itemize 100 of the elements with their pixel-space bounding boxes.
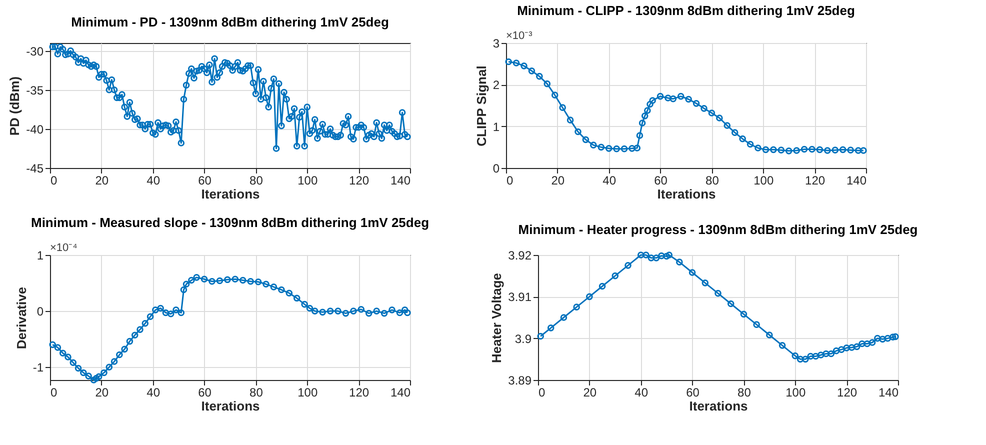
y-tick-label: 1: [36, 248, 44, 262]
point: [677, 92, 684, 100]
point: [396, 309, 404, 316]
point: [620, 145, 628, 152]
point: [822, 350, 830, 358]
x-tick-label: 80: [250, 174, 264, 188]
point: [666, 252, 673, 258]
x-axis-title: Iterations: [657, 186, 716, 202]
y-tick-label: -1: [32, 360, 44, 375]
point: [152, 306, 159, 314]
point: [167, 310, 174, 318]
point: [270, 284, 278, 290]
point: [172, 306, 180, 314]
point: [605, 145, 612, 152]
point: [92, 374, 100, 382]
x-tick-label: 40: [146, 174, 160, 188]
point: [80, 369, 87, 376]
x-tick-label: 20: [95, 174, 109, 188]
point: [612, 272, 619, 280]
point: [358, 306, 365, 313]
point: [121, 346, 128, 353]
point: [812, 352, 820, 360]
point: [646, 100, 654, 108]
point: [566, 116, 574, 124]
x-tick-label: 20: [551, 174, 565, 188]
x-tick-label: 120: [349, 174, 370, 188]
y-axis-title: PD (dBm): [7, 76, 22, 136]
point: [702, 280, 709, 286]
chart-title: Minimum - PD - 1309nm 8dBm dithering 1mV 25deg: [71, 14, 389, 30]
point: [59, 350, 66, 356]
point: [574, 128, 582, 136]
point: [157, 304, 164, 312]
point: [727, 300, 734, 308]
point: [853, 343, 860, 350]
point: [670, 95, 677, 102]
point: [649, 97, 656, 104]
point: [182, 280, 190, 288]
point: [832, 347, 840, 354]
point: [536, 72, 543, 80]
x-tick-label: 100: [786, 386, 806, 400]
x-tick-label: 100: [754, 174, 774, 188]
point: [753, 321, 760, 328]
x-tick-label: 60: [198, 174, 212, 188]
point: [116, 351, 123, 358]
point: [311, 308, 318, 314]
x-tick-label: 20: [583, 386, 597, 400]
point: [843, 344, 850, 352]
point: [716, 114, 723, 122]
y-tick-label: 3: [492, 36, 500, 50]
point: [652, 254, 660, 262]
point: [126, 338, 134, 345]
point: [636, 132, 644, 139]
point: [560, 314, 568, 321]
point: [868, 339, 876, 346]
point: [365, 310, 372, 317]
point: [586, 293, 593, 300]
point: [839, 146, 846, 154]
y-tick-label: -45: [26, 162, 44, 176]
point: [802, 356, 809, 363]
point: [778, 146, 785, 154]
point: [828, 350, 835, 358]
point: [544, 80, 551, 88]
point: [326, 308, 334, 314]
y-axis-title: CLIPP Signal: [474, 66, 489, 146]
point: [628, 145, 636, 152]
x-axis-title: Iterations: [201, 186, 260, 202]
point: [664, 94, 672, 102]
point: [644, 107, 651, 114]
point: [319, 308, 326, 316]
point: [714, 290, 722, 297]
point: [373, 308, 380, 314]
point: [746, 140, 754, 148]
point: [239, 276, 246, 284]
x-tick-label: 100: [298, 174, 318, 188]
point: [847, 146, 854, 154]
point: [178, 309, 185, 316]
point: [90, 376, 98, 384]
point: [598, 144, 605, 151]
y-tick-label: 3.9: [514, 332, 532, 346]
x-tick-label: 140: [846, 174, 867, 188]
point: [724, 122, 731, 129]
x-tick-label: 100: [298, 386, 318, 400]
point: [142, 320, 149, 327]
y-tick-label: -30: [26, 44, 44, 58]
x-tick-label: 140: [390, 174, 411, 188]
y-tick-label: 0: [36, 304, 44, 319]
x-tick-label: 120: [805, 174, 826, 188]
point: [520, 62, 528, 70]
point: [879, 336, 886, 343]
point: [832, 146, 839, 154]
point: [762, 146, 770, 154]
point: [380, 310, 388, 317]
point: [754, 144, 762, 152]
chart-title: Minimum - CLIPP - 1309nm 8dBm dithering 1mV 25deg: [517, 3, 855, 18]
point: [785, 148, 792, 154]
point: [547, 324, 554, 332]
y-tick-label: 3.91: [508, 290, 532, 304]
point: [74, 364, 82, 372]
point: [301, 300, 308, 308]
point: [136, 326, 144, 333]
